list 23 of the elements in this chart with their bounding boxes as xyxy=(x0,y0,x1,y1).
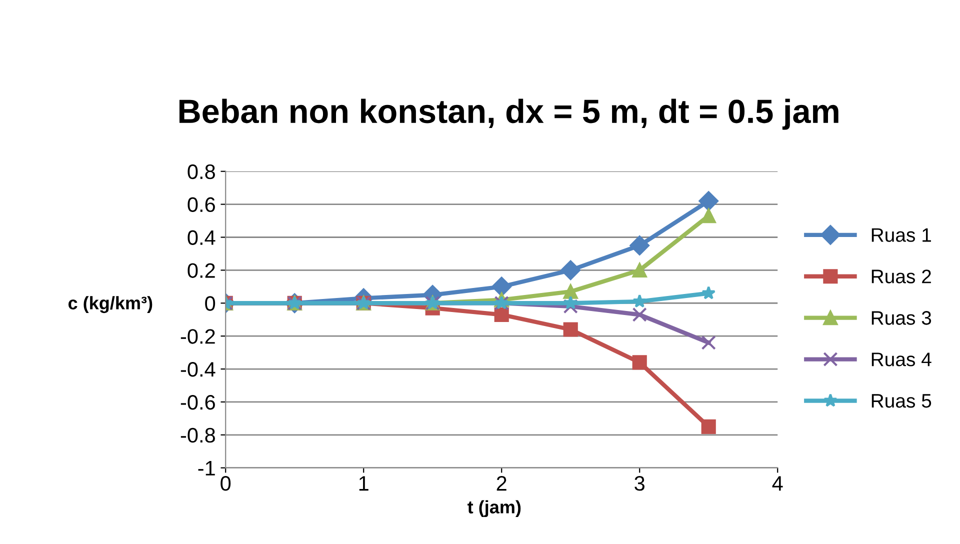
x-tick-label: 2 xyxy=(496,476,506,491)
y-tick-label: -0.6 xyxy=(180,394,215,410)
y-tick-label: 0.6 xyxy=(188,197,215,212)
x-tick-label: 0 xyxy=(220,476,231,491)
legend-label: Ruas 1 xyxy=(872,228,931,242)
x-tick-label: 1 xyxy=(359,476,368,491)
y-tick-label: 0 xyxy=(205,296,216,311)
legend-label: Ruas 5 xyxy=(872,394,932,408)
legend-label: Ruas 2 xyxy=(872,270,931,284)
legend-label: Ruas 4 xyxy=(872,352,932,366)
chart-title: Beban non konstan, dx = 5 m, dt = 0.5 jam xyxy=(179,98,838,130)
y-tick-label: -1 xyxy=(198,461,215,476)
x-tick-label: 3 xyxy=(634,476,644,491)
y-tick-label: 0.8 xyxy=(188,164,215,180)
y-tick-label: -0.2 xyxy=(180,329,215,344)
x-tick-label: 4 xyxy=(772,476,783,491)
legend-label: Ruas 3 xyxy=(872,311,932,325)
y-axis-title: c (kg/km³) xyxy=(68,296,152,314)
x-axis-title: t (jam) xyxy=(468,500,521,518)
y-tick-label: -0.8 xyxy=(180,428,215,443)
y-tick-label: 0.2 xyxy=(188,263,215,278)
y-tick-label: -0.4 xyxy=(180,362,216,377)
y-tick-label: 0.4 xyxy=(188,230,216,245)
